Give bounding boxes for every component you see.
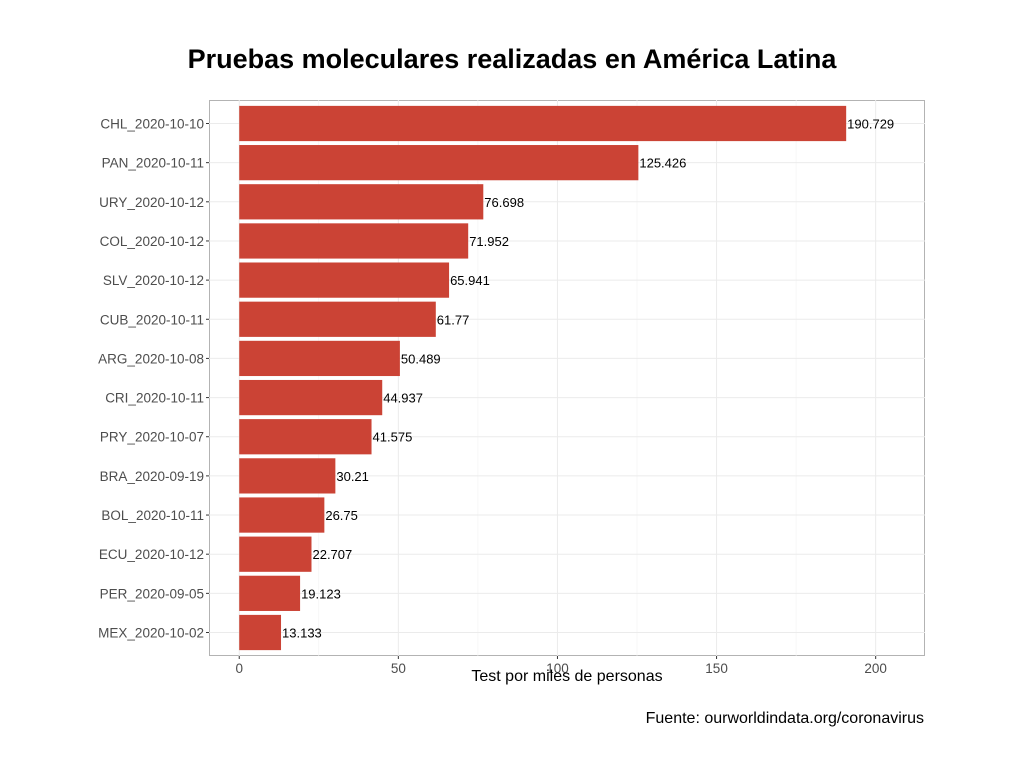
bar [239,184,484,220]
y-tick-label: CRI_2020-10-11 [105,391,204,406]
data-label: 13.133 [282,626,322,641]
bar [239,340,400,377]
bar [239,301,436,337]
y-tick-label: PER_2020-09-05 [100,586,204,601]
bar [239,262,450,298]
y-tick-label: ECU_2020-10-12 [99,547,204,562]
y-tick-label: PRY_2020-10-07 [100,430,204,445]
source-caption: Fuente: ourworldindata.org/coronavirus [645,710,924,727]
x-axis-label: Test por miles de personas [471,668,663,685]
data-label: 50.489 [401,351,441,366]
y-tick-label: BOL_2020-10-11 [101,508,204,523]
data-label: 19.123 [301,586,341,601]
data-label: 125.426 [639,156,686,171]
y-tick-label: SLV_2020-10-12 [103,273,204,288]
chart-title: Pruebas moleculares realizadas en Améric… [187,44,837,74]
x-tick-label: 0 [235,661,243,676]
y-tick-label: COL_2020-10-12 [100,234,204,249]
y-tick-label: BRA_2020-09-19 [100,469,204,484]
data-label: 26.75 [325,508,358,523]
bar [239,458,336,494]
y-tick-label: MEX_2020-10-02 [98,626,204,641]
bar [239,105,847,142]
x-tick-label: 200 [864,661,887,676]
data-label: 44.937 [383,391,423,406]
data-label: 190.729 [847,116,894,131]
y-tick-label: URY_2020-10-12 [99,195,204,210]
bar [239,614,282,651]
data-label: 65.941 [450,273,490,288]
data-label: 30.21 [336,469,369,484]
data-label: 76.698 [484,195,524,210]
bar [239,223,469,259]
x-tick-label: 150 [705,661,728,676]
bar [239,536,312,572]
bar [239,575,301,611]
x-tick-label: 50 [391,661,406,676]
y-tick-label: CUB_2020-10-11 [100,312,204,327]
y-tick-label: CHL_2020-10-10 [100,116,204,131]
y-tick-label: PAN_2020-10-11 [102,156,204,171]
y-tick-label: ARG_2020-10-08 [98,351,204,366]
bar [239,497,325,533]
x-tick-label: 100 [546,661,569,676]
bar [239,419,372,455]
bar [239,379,383,416]
data-label: 22.707 [312,547,352,562]
data-label: 41.575 [373,430,413,445]
plot-panel [209,100,925,656]
data-label: 61.77 [437,312,470,327]
data-label: 71.952 [469,234,509,249]
bar [239,145,639,181]
